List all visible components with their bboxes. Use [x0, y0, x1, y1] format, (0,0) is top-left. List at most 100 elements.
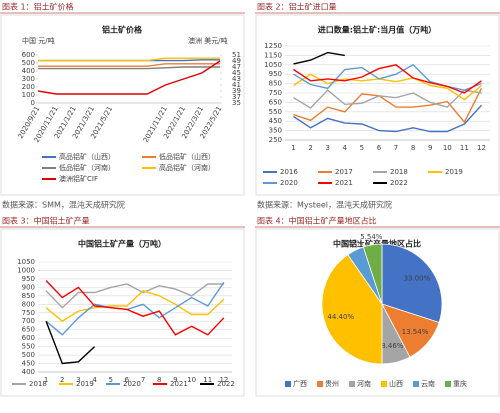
- y-tick-label: 350: [269, 127, 282, 135]
- series-line: [45, 281, 225, 336]
- x-tick-label: 6: [377, 144, 382, 152]
- series-line: [293, 51, 345, 65]
- chart-title: 进口数量:铝土矿:当月值（万吨）: [318, 25, 436, 35]
- x-tick-label: 7: [394, 144, 398, 152]
- legend-label: 2017: [335, 168, 353, 176]
- data-label: 5.07%: [341, 239, 364, 247]
- y-tick-label: 1050: [264, 61, 282, 69]
- x-tick-label: 1: [44, 376, 48, 384]
- caption: 图表 2：铝土矿进口量: [257, 2, 337, 12]
- x-tick-label: 6: [125, 376, 130, 384]
- chart-title: 铝土矿价格: [102, 25, 143, 35]
- y-tick-label: 100: [22, 91, 35, 99]
- x-tick-label: 1: [291, 144, 295, 152]
- legend-label: 2020: [123, 380, 141, 388]
- chart-frame: [255, 228, 500, 397]
- y2-tick-label: 35: [232, 99, 241, 107]
- series-line: [293, 89, 482, 109]
- caption: 图表 4：中国铝土矿产量地区占比: [257, 216, 377, 226]
- legend-label: 2021: [170, 380, 188, 388]
- chart-title: 中国铝土矿产量地区占比: [333, 239, 421, 249]
- series-line: [293, 104, 483, 133]
- y-tick-label: 950: [22, 275, 35, 283]
- y-tick-label: 500: [22, 59, 35, 67]
- legend-label: 低品铝矿（山西）: [159, 152, 215, 161]
- legend-label: 2020: [280, 179, 298, 187]
- y-tick-label: 400: [22, 368, 35, 376]
- legend-label: 澳洲铝矿CIF: [59, 174, 98, 183]
- data-label: 8.46%: [381, 342, 404, 350]
- legend-swatch: [381, 381, 387, 387]
- series-line: [37, 60, 221, 95]
- y-axis-label: 中国 元/吨: [22, 36, 55, 45]
- y2-tick-label: 49: [232, 57, 241, 65]
- y-tick-label: 500: [22, 351, 35, 359]
- data-label: 44.40%: [327, 313, 354, 321]
- x-tick-label: 5: [360, 144, 364, 152]
- legend-label: 广西: [293, 379, 307, 388]
- x-tick-label: 3: [76, 376, 80, 384]
- y2-tick-label: 41: [232, 81, 241, 89]
- y-tick-label: 600: [22, 51, 35, 59]
- pie-slice: [362, 243, 383, 305]
- data-label: 33.00%: [404, 275, 431, 283]
- series-line: [45, 283, 224, 309]
- x-tick-label: 9: [428, 144, 432, 152]
- chart-frame: [0, 228, 245, 397]
- x-tick-label: 7: [141, 376, 145, 384]
- legend-label: 云南: [421, 379, 435, 388]
- chart-frame: [0, 14, 245, 196]
- legend-label: 2022: [217, 380, 235, 388]
- y-tick-label: 950: [269, 70, 282, 78]
- y-tick-label: 600: [22, 334, 35, 342]
- y-tick-label: 0: [31, 99, 35, 107]
- x-tick-label: 10: [187, 376, 196, 384]
- caption: 图表 1：铝土矿价格: [2, 2, 74, 12]
- chart-title: 中国铝土矿产量（万吨）: [78, 239, 166, 249]
- y-tick-label: 400: [22, 67, 35, 75]
- caption: 图表 3：中国铝土矿产量: [2, 216, 90, 226]
- x-tick-label: 10: [443, 144, 452, 152]
- x-tick-label: 4: [92, 376, 97, 384]
- y-tick-label: 250: [269, 136, 282, 144]
- series-line: [293, 63, 482, 91]
- y-tick-label: 200: [22, 83, 35, 91]
- series-line: [293, 73, 482, 101]
- legend-label: 2018: [29, 380, 47, 388]
- legend-label: 河南: [357, 379, 371, 388]
- x-tick-label: 11: [203, 376, 212, 384]
- x-tick-label: 8: [157, 376, 161, 384]
- y2-tick-label: 37: [232, 93, 241, 101]
- legend-label: 2022: [390, 179, 408, 187]
- series-line: [38, 57, 220, 62]
- y2-tick-label: 43: [232, 75, 241, 83]
- legend-label: 2019: [445, 168, 463, 176]
- x-tick-label: 2: [308, 144, 312, 152]
- y-tick-label: 450: [269, 117, 282, 125]
- source: 数据来源：Mysteel，混沌天成研究院: [257, 200, 392, 210]
- y-tick-label: 650: [22, 326, 35, 334]
- legend-swatch: [445, 381, 451, 387]
- legend-label: 重庆: [453, 379, 467, 388]
- y-tick-label: 1050: [17, 258, 35, 266]
- legend-label: 山西: [389, 379, 403, 388]
- legend-label: 高品铝矿（山西）: [59, 152, 115, 161]
- legend-label: 2016: [280, 168, 298, 176]
- y-tick-label: 850: [22, 292, 35, 300]
- x-tick-label: 12: [219, 376, 228, 384]
- y2-tick-label: 47: [232, 63, 241, 71]
- x-tick-label: 11: [460, 144, 469, 152]
- y-tick-label: 1000: [17, 266, 35, 274]
- x-tick-label: 2: [60, 376, 64, 384]
- data-label: 5.54%: [360, 233, 383, 241]
- x-tick-label: 8: [411, 144, 415, 152]
- y-tick-label: 550: [269, 108, 282, 116]
- legend-swatch: [317, 381, 323, 387]
- pie-slice: [381, 243, 443, 324]
- legend-label: 高品铝矿（河南）: [159, 163, 215, 172]
- y-tick-label: 650: [269, 98, 282, 106]
- legend-label: 2021: [335, 179, 353, 187]
- y-tick-label: 450: [22, 360, 35, 368]
- y2-axis-label: 澳洲 美元/吨: [188, 36, 228, 45]
- y2-tick-label: 45: [232, 69, 241, 77]
